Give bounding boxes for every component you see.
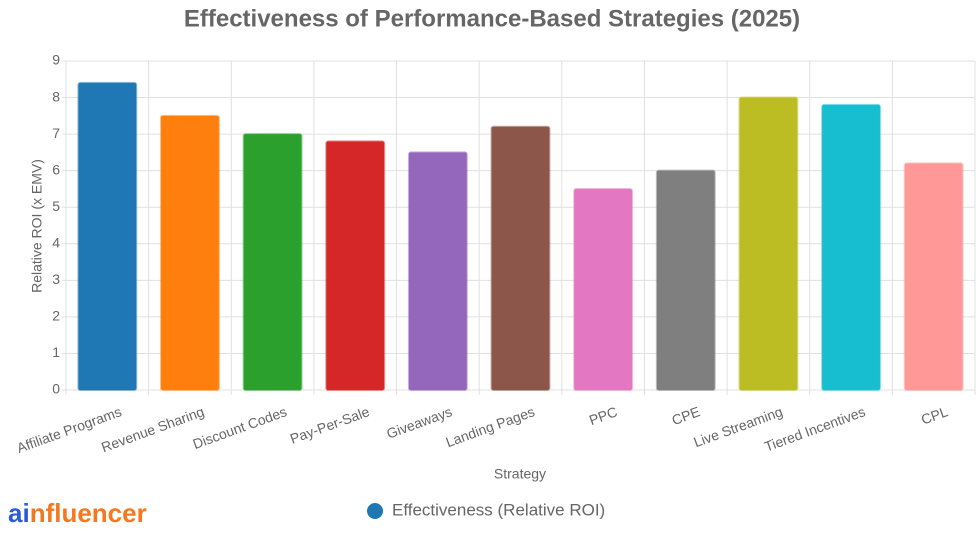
- x-tick-label: Landing Pages: [444, 403, 537, 450]
- y-tick-label: 1: [52, 344, 60, 360]
- x-tick-label: Discount Codes: [191, 403, 289, 452]
- bar: [325, 140, 386, 391]
- bar: [77, 81, 138, 392]
- logo: ainfluencer: [8, 498, 147, 528]
- logo-part: nfluencer: [30, 498, 147, 528]
- bar: [242, 133, 303, 391]
- bar: [655, 169, 716, 391]
- bar: [903, 162, 964, 391]
- legend-swatch: [367, 503, 383, 519]
- x-tick-label: Pay-Per-Sale: [288, 403, 372, 447]
- bar: [821, 103, 881, 391]
- x-tick-label: CPE: [670, 403, 703, 428]
- y-axis-title: Relative ROI (x EMV): [29, 159, 45, 293]
- y-tick-label: 2: [52, 308, 60, 324]
- y-tick-label: 9: [52, 52, 60, 68]
- bar: [738, 96, 799, 392]
- bar: [407, 151, 468, 391]
- y-tick-label: 3: [52, 271, 60, 287]
- x-axis-title: Strategy: [494, 466, 546, 482]
- bar: [490, 125, 551, 392]
- x-tick-label: PPC: [587, 403, 620, 428]
- logo-part: ai: [8, 498, 30, 528]
- x-tick-label: CPL: [919, 403, 950, 427]
- bar: [160, 114, 220, 391]
- y-tick-label: 4: [52, 234, 60, 250]
- y-tick-label: 0: [52, 381, 60, 397]
- y-tick-label: 7: [52, 125, 60, 141]
- chart-title: Effectiveness of Performance-Based Strat…: [184, 5, 800, 32]
- y-tick-label: 5: [52, 198, 60, 214]
- y-tick-label: 8: [52, 88, 60, 104]
- legend-label: Effectiveness (Relative ROI): [392, 500, 605, 519]
- bar: [573, 187, 634, 391]
- y-tick-label: 6: [52, 161, 60, 177]
